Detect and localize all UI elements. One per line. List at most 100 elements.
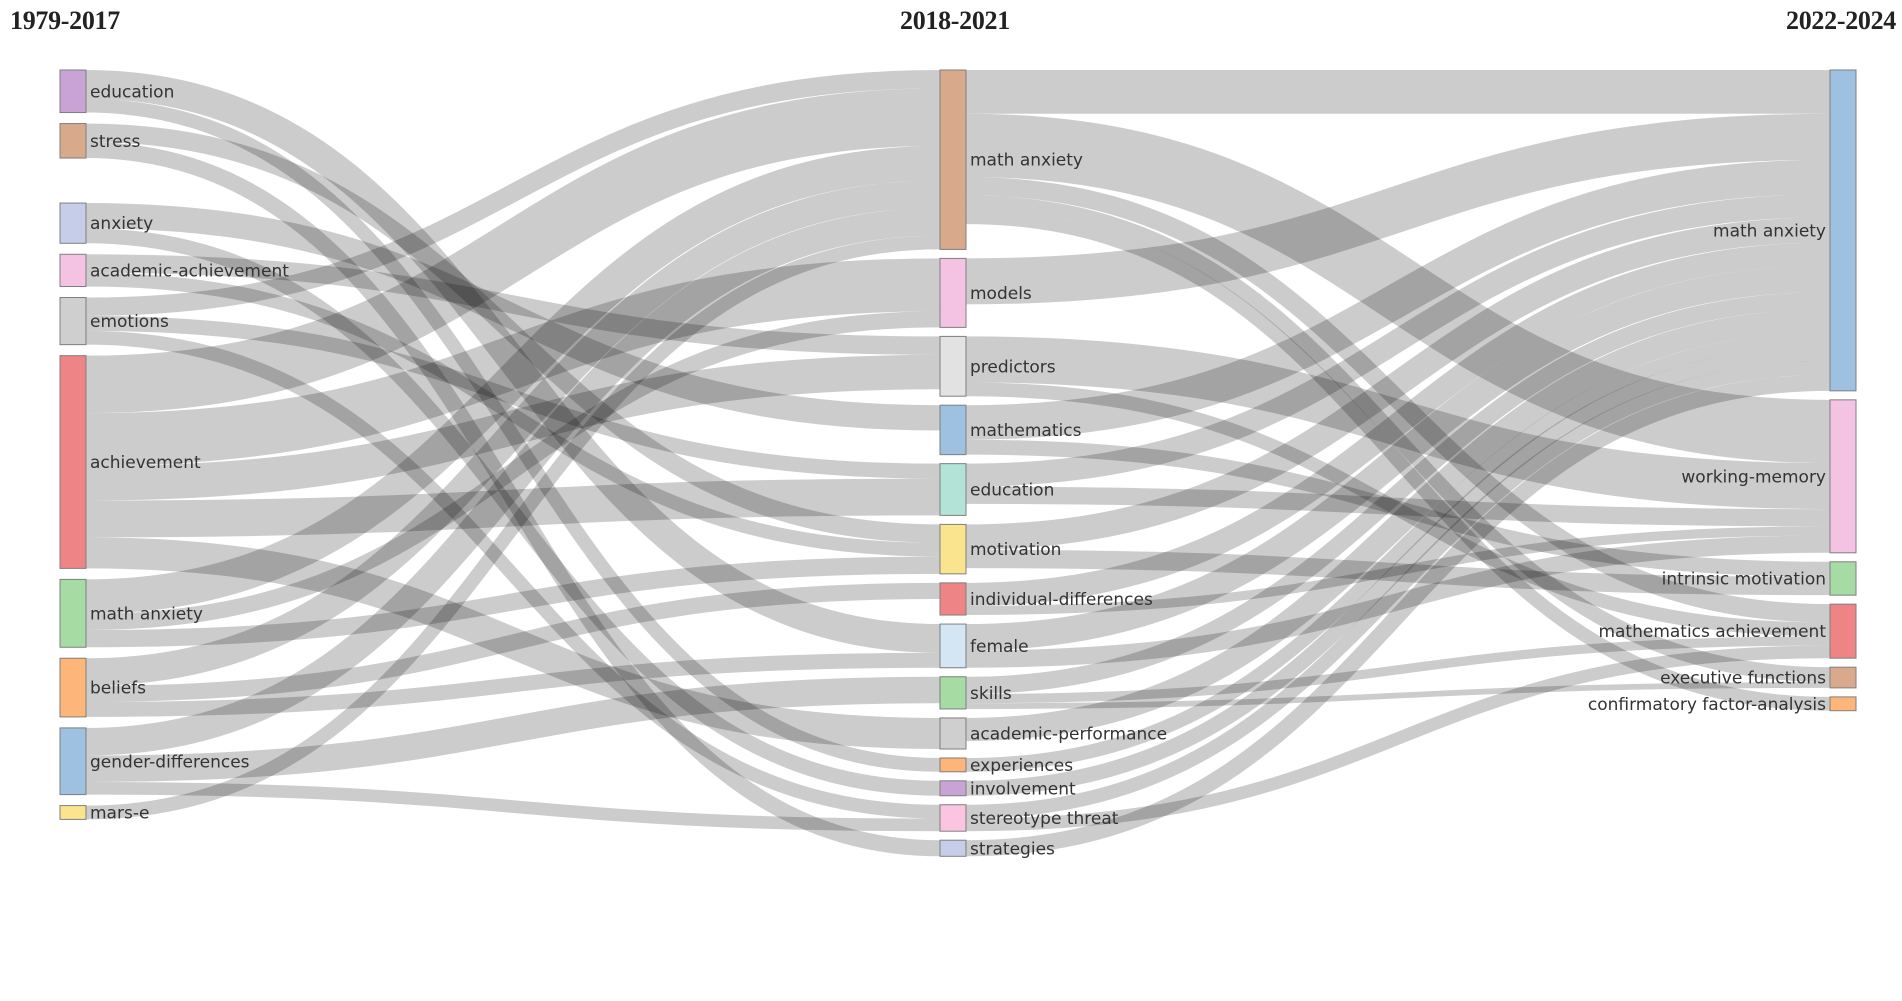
node-bar-b_female[interactable] <box>939 623 967 669</box>
node-bar-b_models[interactable] <box>939 257 967 328</box>
period-label-1979-2017: 1979-2017 <box>10 6 120 35</box>
flow-a_stress-to-b_motivation <box>85 123 941 543</box>
node-c_cfa[interactable]: confirmatory factor-analysis <box>1588 695 1857 715</box>
node-bar-b_acadperf[interactable] <box>939 717 967 750</box>
node-bar-b_involvement[interactable] <box>939 780 967 797</box>
node-a_education[interactable]: education <box>59 69 174 114</box>
node-c_intrinsic[interactable]: intrinsic motivation <box>1662 561 1857 596</box>
node-a_achievement[interactable]: achievement <box>59 355 201 569</box>
flow-a_stress-to-b_strategies <box>85 141 941 857</box>
flow-a_anxiety-to-b_involvement <box>85 228 941 796</box>
node-bar-b_strategies[interactable] <box>939 839 967 857</box>
node-b_motivation[interactable]: motivation <box>939 523 1061 575</box>
flow-b_acadperf-to-c_mathanx <box>965 309 1831 741</box>
node-bar-b_skills[interactable] <box>939 676 967 710</box>
node-a_beliefs[interactable]: beliefs <box>59 657 146 718</box>
flow-a_achievement-to-b_models <box>85 258 941 467</box>
node-c_wm[interactable]: working-memory <box>1681 399 1857 554</box>
flow-b_involvement-to-c_mathanx <box>965 346 1831 796</box>
node-bar-c_mathanx[interactable] <box>1829 69 1857 392</box>
node-label-c_cfa: confirmatory factor-analysis <box>1588 695 1826 715</box>
node-bar-b_mathematics[interactable] <box>939 404 967 456</box>
node-a_gender[interactable]: gender-differences <box>59 727 250 796</box>
node-bar-c_intrinsic[interactable] <box>1829 561 1857 596</box>
flow-b_skills-to-c_mathanx <box>965 291 1831 694</box>
node-bar-b_experiences[interactable] <box>939 757 967 773</box>
node-label-b_indiv: individual-differences <box>970 590 1153 610</box>
node-label-a_mathanx: math anxiety <box>90 604 203 624</box>
node-a_mathanx[interactable]: math anxiety <box>59 578 203 648</box>
flow-a_beliefs-to-b_mathanx <box>85 180 941 686</box>
flow-a_acad-to-b_motivation <box>85 272 941 557</box>
flow-a_mathanx-to-b_models <box>85 311 941 630</box>
node-bar-a_stress[interactable] <box>59 123 87 159</box>
period-label-2022-2024: 2022-2024 <box>1786 6 1896 35</box>
node-bar-a_education[interactable] <box>59 69 87 114</box>
node-label-c_intrinsic: intrinsic motivation <box>1662 569 1826 589</box>
node-bar-c_cfa[interactable] <box>1829 696 1857 712</box>
node-a_acad[interactable]: academic-achievement <box>59 253 289 288</box>
flow-b_education-to-c_wm <box>965 486 1831 527</box>
node-label-b_predictors: predictors <box>970 357 1056 377</box>
node-b_experiences[interactable]: experiences <box>939 756 1073 776</box>
node-label-b_models: models <box>970 284 1032 304</box>
node-b_female[interactable]: female <box>939 623 1029 669</box>
node-b_stereotype[interactable]: stereotype threat <box>939 804 1119 832</box>
node-a_stress[interactable]: stress <box>59 123 140 159</box>
node-b_involvement[interactable]: involvement <box>939 779 1076 799</box>
node-bar-a_beliefs[interactable] <box>59 657 87 718</box>
node-bar-c_mathach[interactable] <box>1829 603 1857 659</box>
node-c_exec[interactable]: executive functions <box>1660 666 1857 689</box>
node-label-b_acadperf: academic-performance <box>970 724 1167 744</box>
flow-b_skills-to-c_mathach <box>965 636 1831 704</box>
flow-a_mathanx-to-b_motivation <box>85 556 941 648</box>
node-b_predictors[interactable]: predictors <box>939 335 1056 397</box>
node-b_mathanx[interactable]: math anxiety <box>939 69 1083 250</box>
node-bar-b_indiv[interactable] <box>939 582 967 616</box>
node-a_mars[interactable]: mars-e <box>59 804 149 824</box>
node-b_skills[interactable]: skills <box>939 676 1012 710</box>
node-bar-a_mathanx[interactable] <box>59 578 87 648</box>
node-label-c_wm: working-memory <box>1681 467 1826 487</box>
node-bar-b_education[interactable] <box>939 463 967 516</box>
flow-a_beliefs-to-b_indiv <box>85 582 941 702</box>
node-b_indiv[interactable]: individual-differences <box>939 582 1153 616</box>
node-label-c_mathanx: math anxiety <box>1713 221 1826 241</box>
node-b_acadperf[interactable]: academic-performance <box>939 717 1167 750</box>
flow-a_emotions-to-b_stereotype <box>85 330 941 819</box>
node-bar-b_motivation[interactable] <box>939 523 967 575</box>
node-a_anxiety[interactable]: anxiety <box>59 202 153 244</box>
node-b_education[interactable]: education <box>939 463 1054 516</box>
flow-a_gender-to-b_stereotype <box>85 781 941 832</box>
node-b_strategies[interactable]: strategies <box>939 839 1055 859</box>
node-b_mathematics[interactable]: mathematics <box>939 404 1082 456</box>
node-b_models[interactable]: models <box>939 257 1032 328</box>
node-bar-a_anxiety[interactable] <box>59 202 87 244</box>
flow-b_stereotype-to-c_mathanx <box>965 360 1831 819</box>
node-bar-a_emotions[interactable] <box>59 297 87 346</box>
node-c_mathanx[interactable]: math anxiety <box>1713 69 1857 392</box>
node-c_mathach[interactable]: mathematics achievement <box>1598 603 1857 659</box>
flow-b_predictors-to-c_wm <box>965 336 1831 510</box>
flow-a_mars-to-b_mathanx <box>85 235 941 820</box>
node-bar-a_acad[interactable] <box>59 253 87 288</box>
node-a_emotions[interactable]: emotions <box>59 297 169 346</box>
node-bar-b_stereotype[interactable] <box>939 804 967 832</box>
node-label-a_anxiety: anxiety <box>90 214 153 234</box>
node-bar-c_wm[interactable] <box>1829 399 1857 554</box>
node-label-a_emotions: emotions <box>90 312 169 332</box>
node-bar-b_predictors[interactable] <box>939 335 967 397</box>
node-label-b_motivation: motivation <box>970 540 1061 560</box>
node-bar-a_achievement[interactable] <box>59 355 87 569</box>
flow-a_acad-to-b_predictors <box>85 254 941 355</box>
node-bar-b_mathanx[interactable] <box>939 69 967 250</box>
node-bar-c_exec[interactable] <box>1829 666 1857 689</box>
node-label-a_gender: gender-differences <box>90 752 250 772</box>
node-label-a_mars: mars-e <box>90 804 149 824</box>
node-bar-a_gender[interactable] <box>59 727 87 796</box>
flow-a_mathanx-to-b_mathanx <box>85 145 941 614</box>
flow-b_mathematics-to-c_intrinsic <box>965 439 1831 577</box>
node-bar-a_mars[interactable] <box>59 805 87 820</box>
flow-a_anxiety-to-b_mathematics <box>85 203 941 431</box>
